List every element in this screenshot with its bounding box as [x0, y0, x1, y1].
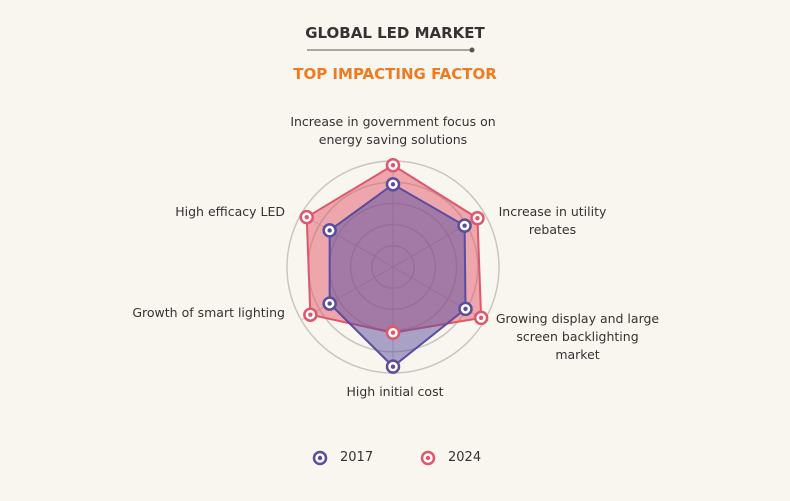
point-dot — [475, 216, 480, 221]
point-dot — [327, 228, 332, 233]
point-dot — [390, 182, 396, 187]
title-rule-dot — [469, 47, 475, 53]
point-dot — [390, 163, 396, 168]
axis-label: Increase in government focus on energy s… — [290, 114, 496, 147]
axis-label: High efficacy LED — [175, 204, 285, 219]
axis-label: Growth of smart lighting — [132, 305, 285, 320]
axis-label: High initial cost — [346, 384, 444, 399]
point-dot — [327, 301, 332, 306]
point-dot — [462, 223, 467, 228]
legend-marker-dot — [317, 455, 323, 461]
point-dot — [478, 315, 484, 321]
axis-label: Increase in utility rebates — [498, 204, 607, 237]
legend-label: 2017 — [340, 450, 374, 465]
axis-label: Growing display and large screen backlig… — [495, 311, 660, 362]
legend-marker-dot — [425, 455, 431, 461]
point-dot — [308, 312, 313, 317]
chart-subtitle: TOP IMPACTING FACTOR — [293, 65, 497, 83]
legend-label: 2024 — [448, 450, 482, 465]
point-dot — [304, 214, 309, 220]
chart-title: GLOBAL LED MARKET — [305, 24, 485, 42]
point-dot — [390, 330, 396, 335]
point-dot — [390, 364, 396, 369]
point-dot — [463, 306, 468, 312]
